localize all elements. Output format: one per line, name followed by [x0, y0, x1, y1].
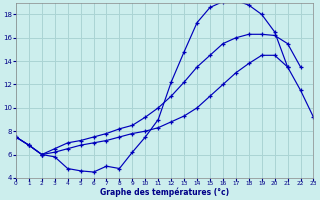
X-axis label: Graphe des températures (°c): Graphe des températures (°c) [100, 188, 229, 197]
